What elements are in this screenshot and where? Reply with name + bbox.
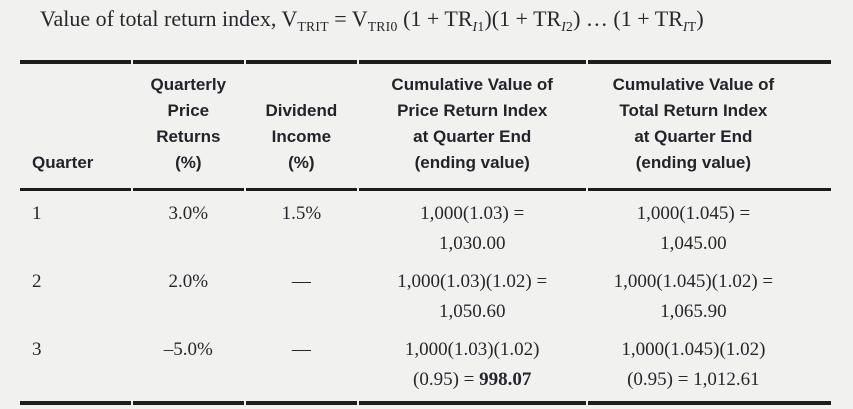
cell-price-return: 2.0% xyxy=(168,271,209,292)
header-cell-price-return-index: Cumulative Value of Price Return Index a… xyxy=(358,60,586,191)
header-cell-quarter: Quarter xyxy=(20,60,131,191)
cell-total-index-calc: 1,000(1.045)(1.02) = 1,065.90 xyxy=(613,271,774,322)
cell-price-index-calc: 1,000(1.03) = 1,030.00 xyxy=(420,203,525,254)
cell-price-index-calc: 1,000(1.03)(1.02) (0.95) = 998.07 xyxy=(358,327,586,405)
header-cell-price-returns: Quarterly Price Returns (%) xyxy=(132,60,245,191)
cell-dividend: — xyxy=(246,327,357,405)
total-return-index-table: Quarter Quarterly Price Returns (%) Divi… xyxy=(18,60,833,405)
cell-quarter: 2 xyxy=(32,271,42,292)
header-cell-total-return-index: Cumulative Value of Total Return Index a… xyxy=(587,60,831,191)
cell-price-index-calc: 1,000(1.03)(1.02) = 1,050.60 xyxy=(397,271,548,322)
subscript-i1: I1 xyxy=(472,18,485,34)
header-cell-dividend-income: Dividend Income (%) xyxy=(246,60,357,191)
table-header-row: Quarter Quarterly Price Returns (%) Divi… xyxy=(20,60,831,191)
cell-dividend: 1.5% xyxy=(281,203,322,224)
subscript-tri0: TRI0 xyxy=(367,18,398,34)
returns-table-wrap: Quarter Quarterly Price Returns (%) Divi… xyxy=(18,60,833,405)
table-row-quarter-2: 2 2.0% — 1,000(1.03)(1.02) = 1,050.60 1,… xyxy=(20,259,831,327)
formula-title: Value of total return index, VTRIT = VTR… xyxy=(40,6,704,34)
subscript-trit: TRIT xyxy=(297,18,329,34)
cell-dividend: — xyxy=(291,271,311,292)
table-row-quarter-3: 3 –5.0% — 1,000(1.03)(1.02) (0.95) = 998… xyxy=(20,327,831,405)
cell-price-return: –5.0% xyxy=(132,327,245,405)
subscript-i2: I2 xyxy=(561,18,574,34)
cell-quarter: 1 xyxy=(32,203,42,224)
cell-quarter: 3 xyxy=(20,327,131,405)
table-row-quarter-1: 1 3.0% 1.5% 1,000(1.03) = 1,030.00 1,000… xyxy=(20,191,831,259)
subscript-it: IT xyxy=(682,18,697,34)
cell-total-index-calc: 1,000(1.045) = 1,045.00 xyxy=(636,203,751,254)
emphasized-value: 998.07 xyxy=(479,369,532,390)
cell-price-return: 3.0% xyxy=(168,203,209,224)
cell-total-index-calc: 1,000(1.045)(1.02) (0.95) = 1,012.61 xyxy=(587,327,831,405)
formula-lead: Value of total return index, V xyxy=(40,6,298,31)
